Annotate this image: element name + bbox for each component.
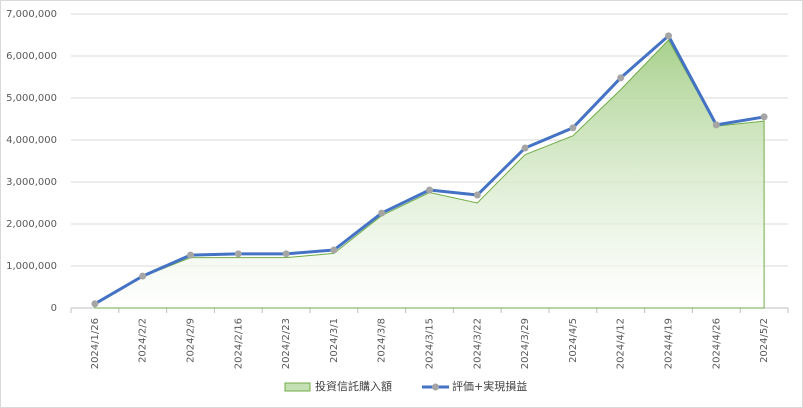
marker [91,300,99,308]
x-tick-label: 2024/3/22 [472,318,483,369]
marker [760,113,768,121]
x-tick-label: 2024/2/16 [233,318,244,369]
x-tick-label: 2024/3/1 [329,318,340,363]
x-tick-label: 2024/4/12 [616,318,627,369]
y-tick-label: 4,000,000 [6,135,57,146]
x-tick-label: 2024/3/29 [520,318,531,369]
x-tick-label: 2024/3/15 [425,318,436,369]
marker [569,124,577,132]
marker [473,191,481,199]
marker [330,246,338,254]
x-tick-label: 2024/2/23 [281,318,292,369]
legend-label: 投資信託購入額 [315,379,392,393]
y-tick-label: 0 [51,303,57,314]
marker [187,251,194,259]
legend-marker [432,383,439,391]
marker [426,186,433,194]
marker [234,250,242,258]
x-tick-label: 2024/4/5 [568,318,579,363]
legend-swatch [284,382,311,392]
marker [521,144,529,152]
area [94,39,765,309]
y-tick-label: 5,000,000 [6,93,57,104]
marker [139,272,147,280]
marker [617,74,625,82]
y-tick-label: 7,000,000 [6,9,57,20]
y-tick-label: 1,000,000 [6,261,57,272]
x-tick-label: 2024/4/19 [664,318,675,369]
x-tick-label: 2024/5/2 [759,318,770,363]
marker [282,250,290,258]
x-tick-label: 2024/4/26 [711,318,722,369]
legend-label: 評価+実現損益 [452,379,527,393]
marker [378,209,386,217]
marker [665,32,672,40]
x-tick-label: 2024/1/26 [90,318,101,369]
x-tick-label: 2024/2/9 [186,318,197,363]
y-tick-label: 6,000,000 [6,51,57,62]
legend: 投資信託購入額 評価+実現損益 [284,379,527,393]
x-tick-label: 2024/2/2 [138,318,149,363]
y-tick-label: 2,000,000 [6,219,57,230]
y-tick-label: 3,000,000 [6,177,57,188]
x-tick-label: 2024/3/8 [377,318,388,363]
marker [712,121,720,129]
